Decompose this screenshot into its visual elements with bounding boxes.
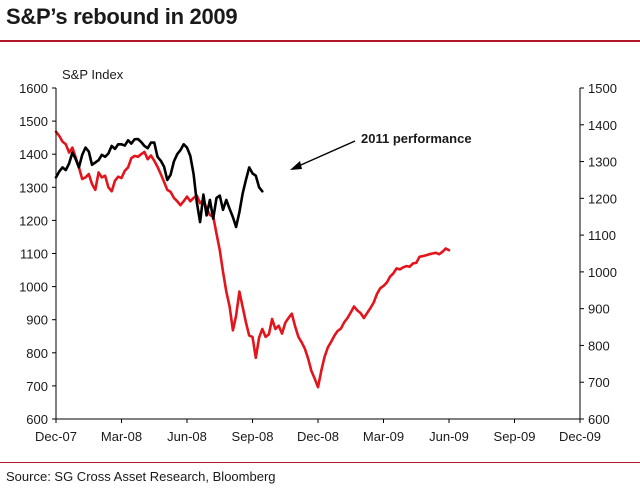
x-tick-group: Dec-07 Mar-08 Jun-08 Sep-08 Dec-08 Mar-09 Jun-… [35, 419, 601, 444]
series-line-black [54, 137, 264, 229]
source-note: Source: SG Cross Asset Research, Bloombe… [6, 469, 276, 484]
left-tick-label: 1500 [19, 114, 48, 129]
series-line-red [54, 130, 451, 389]
annotation-arrowhead [290, 161, 302, 170]
y-axis-label: S&P Index [62, 67, 124, 82]
annotation-label: 2011 performance [361, 131, 472, 146]
x-tick-label: Jun-08 [167, 429, 207, 444]
right-tick-group: 600 700 800 900 1000 1100 1200 1300 1400 1500 [580, 81, 617, 427]
annotation-arrow-line [293, 140, 356, 169]
right-tick-label: 1100 [588, 228, 616, 243]
x-tick-label: Sep-09 [494, 429, 536, 444]
right-tick-label: 1000 [588, 265, 617, 280]
right-tick-label: 700 [588, 375, 610, 390]
left-tick-label: 700 [26, 379, 48, 394]
left-tick-label: 800 [26, 346, 48, 361]
left-tick-label: 1600 [19, 81, 48, 96]
right-tick-label: 600 [588, 412, 610, 427]
left-tick-label: 1200 [19, 213, 48, 228]
x-tick-label: Dec-09 [559, 429, 601, 444]
x-tick-label: Dec-07 [35, 429, 77, 444]
right-tick-label: 1200 [588, 191, 617, 206]
x-tick-label: Dec-08 [297, 429, 339, 444]
left-tick-label: 1400 [19, 147, 48, 162]
x-tick-label: Jun-09 [429, 429, 469, 444]
right-tick-label: 1400 [588, 118, 617, 133]
left-tick-group: 600 700 800 900 1000 1100 1200 1300 1400 1500 1600 [19, 81, 56, 427]
right-tick-label: 800 [588, 338, 610, 353]
left-tick-label: 600 [26, 412, 48, 427]
series-layer [54, 130, 451, 389]
right-tick-label: 900 [588, 302, 610, 317]
left-tick-label: 1300 [19, 180, 48, 195]
page-title: S&P’s rebound in 2009 [6, 4, 238, 29]
title-divider [0, 40, 640, 42]
left-tick-label: 1100 [20, 247, 48, 262]
left-tick-label: 1000 [19, 280, 48, 295]
x-tick-label: Sep-08 [232, 429, 274, 444]
right-tick-label: 1500 [588, 81, 617, 96]
left-tick-label: 900 [26, 313, 48, 328]
right-tick-label: 1300 [588, 155, 617, 170]
x-tick-label: Mar-08 [101, 429, 142, 444]
source-divider [0, 462, 640, 463]
x-tick-label: Mar-09 [363, 429, 404, 444]
